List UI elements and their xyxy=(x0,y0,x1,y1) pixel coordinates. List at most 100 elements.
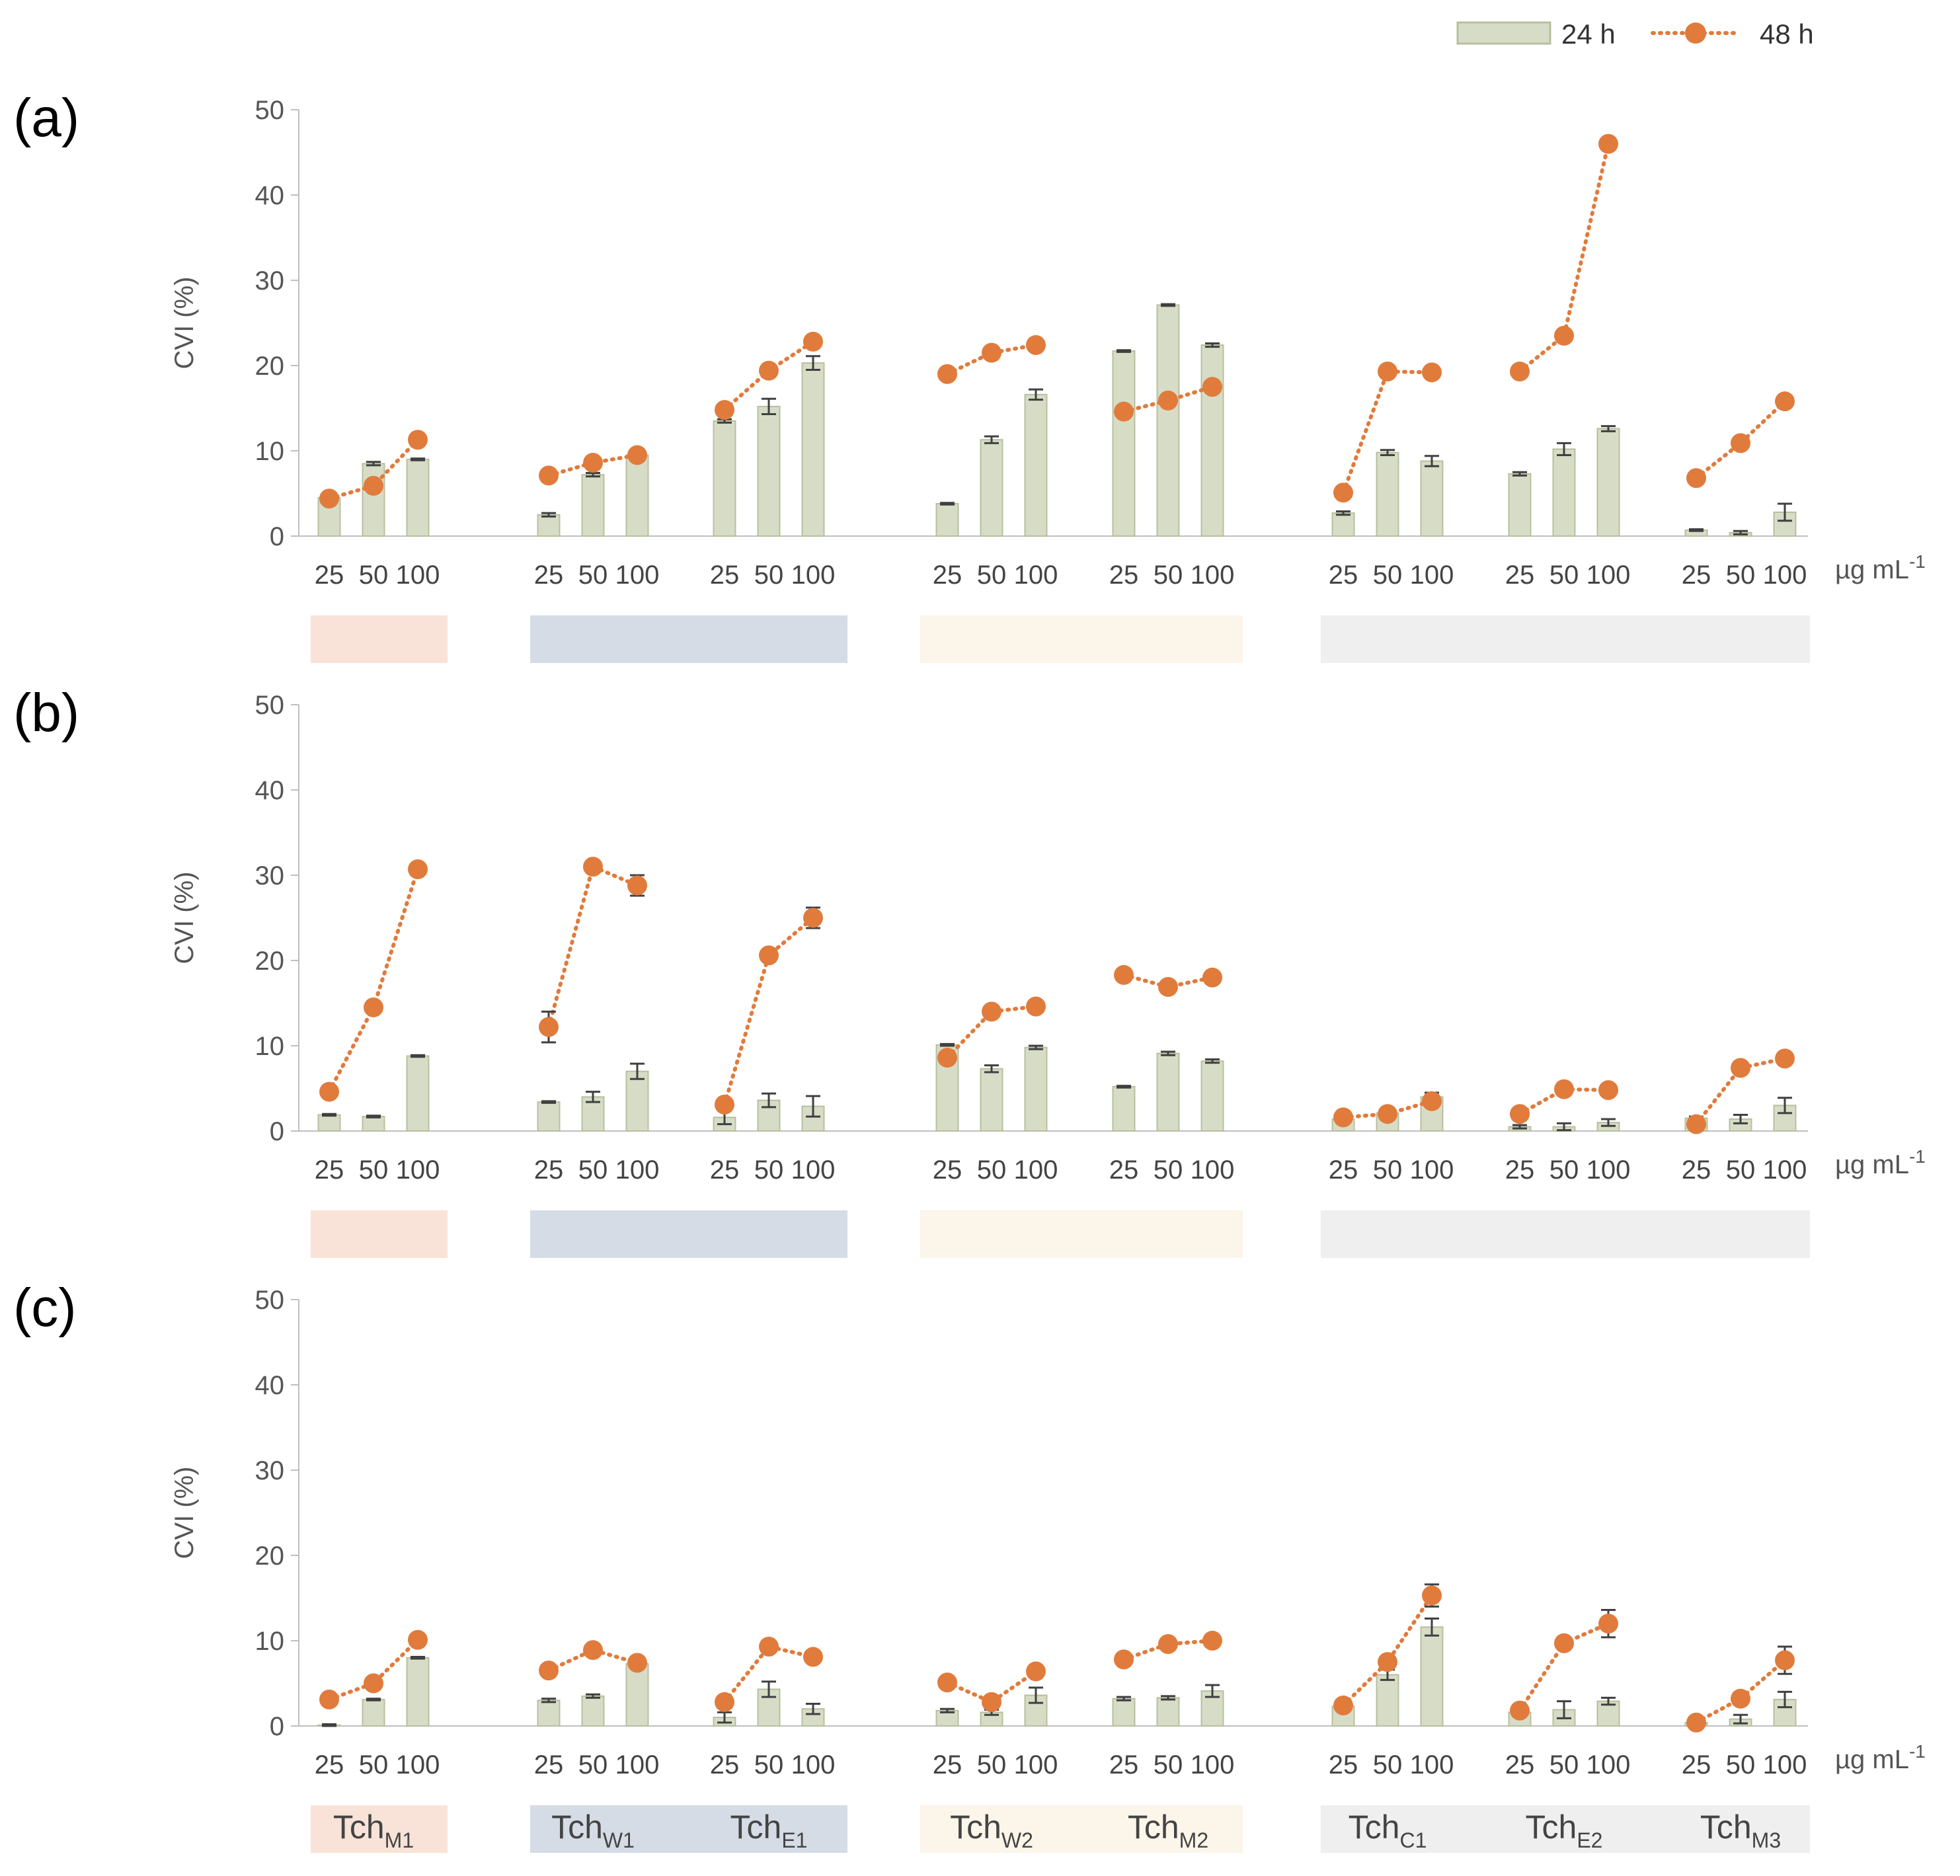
concentration-label: 25 xyxy=(933,1750,962,1779)
concentration-label: 50 xyxy=(1373,1155,1403,1185)
y-tick-label: 30 xyxy=(255,1456,285,1485)
concentration-label: 50 xyxy=(1549,1155,1579,1185)
concentration-label: 100 xyxy=(1191,561,1235,590)
marker-48h xyxy=(408,859,428,879)
concentration-label: 100 xyxy=(396,1155,440,1185)
concentration-label: 50 xyxy=(1154,561,1183,590)
concentration-label: 25 xyxy=(1505,1750,1535,1779)
bar-24h xyxy=(362,463,385,537)
concentration-label: 100 xyxy=(791,561,836,590)
y-tick-label: 40 xyxy=(255,1371,285,1400)
marker-48h xyxy=(759,1637,779,1657)
concentration-label: 100 xyxy=(1014,561,1058,590)
line-48h xyxy=(327,1637,420,1702)
concentration-label: 100 xyxy=(615,1155,660,1185)
concentration-label: 25 xyxy=(933,1155,962,1185)
concentration-label: 100 xyxy=(1191,1155,1235,1185)
concentration-label: 50 xyxy=(1373,561,1403,590)
marker-48h xyxy=(982,1692,1001,1712)
marker-48h xyxy=(1686,1712,1706,1733)
marker-48h xyxy=(759,945,779,966)
strain-band xyxy=(1321,615,1810,663)
bar-24h xyxy=(1508,473,1532,537)
bar-24h xyxy=(1420,1626,1444,1727)
concentration-label: 50 xyxy=(1726,561,1756,590)
concentration-label: 100 xyxy=(1587,1750,1631,1779)
strain-band xyxy=(920,615,1243,663)
concentration-label: 50 xyxy=(754,561,784,590)
concentration-label: 25 xyxy=(710,561,740,590)
strain-band xyxy=(1321,1210,1810,1258)
panel-label: (a) xyxy=(13,88,79,148)
marker-48h xyxy=(1775,1048,1795,1069)
marker-48h xyxy=(1422,1585,1442,1606)
concentration-label: 100 xyxy=(615,1750,660,1779)
concentration-label: 100 xyxy=(1410,1750,1454,1779)
line-48h xyxy=(1341,1593,1434,1708)
bar-24h xyxy=(980,439,1003,537)
y-tick-label: 20 xyxy=(255,1542,285,1571)
panel-label: (b) xyxy=(13,683,79,743)
marker-48h xyxy=(1422,1091,1442,1111)
concentration-label: 25 xyxy=(534,561,564,590)
legend-swatch-48h-marker xyxy=(1685,22,1706,44)
concentration-label: 100 xyxy=(1763,561,1807,590)
strain-band xyxy=(311,1210,448,1258)
bar-24h xyxy=(537,1700,561,1727)
y-tick-label: 0 xyxy=(270,1117,284,1146)
concentration-label: 25 xyxy=(1682,561,1711,590)
concentration-label: 50 xyxy=(578,561,608,590)
concentration-label: 50 xyxy=(977,1155,1007,1185)
marker-48h xyxy=(1775,1650,1795,1670)
bar-24h xyxy=(1376,451,1399,537)
concentration-label: 25 xyxy=(1505,561,1535,590)
bar-24h xyxy=(406,1055,430,1132)
strain-band xyxy=(530,1210,847,1258)
legend: 24 h 48 h xyxy=(1456,19,1814,50)
marker-48h xyxy=(1114,964,1134,985)
concentration-label: 50 xyxy=(578,1155,608,1185)
concentration-label: 50 xyxy=(359,561,389,590)
concentration-label: 100 xyxy=(1014,1750,1058,1779)
concentration-label: 25 xyxy=(1505,1155,1535,1185)
bar-24h xyxy=(757,405,781,537)
marker-48h xyxy=(1686,468,1706,489)
marker-48h xyxy=(1731,433,1750,453)
bar-24h xyxy=(1331,512,1355,537)
marker-48h xyxy=(1554,1633,1574,1653)
marker-48h xyxy=(1202,377,1222,397)
bar-24h xyxy=(1552,448,1576,537)
concentration-label: 50 xyxy=(578,1750,608,1779)
concentration-label: 25 xyxy=(1109,561,1139,590)
bar-24h xyxy=(406,458,430,537)
y-tick-label: 20 xyxy=(255,947,285,976)
y-tick-label: 10 xyxy=(255,1627,285,1656)
bar-24h xyxy=(1200,1060,1224,1132)
strain-band xyxy=(1321,1805,1810,1853)
concentration-label: 100 xyxy=(396,561,440,590)
bar-24h xyxy=(1112,1698,1136,1727)
marker-48h xyxy=(1202,1631,1222,1651)
bar-24h xyxy=(1200,344,1224,537)
concentration-label: 100 xyxy=(1587,561,1631,590)
concentration-label: 50 xyxy=(754,1155,784,1185)
marker-48h xyxy=(364,1673,383,1694)
y-tick-label: 50 xyxy=(255,1286,285,1315)
bar-24h xyxy=(625,1662,649,1727)
y-tick-label: 50 xyxy=(255,691,285,720)
marker-48h xyxy=(408,430,428,450)
concentration-label: 50 xyxy=(1726,1750,1756,1779)
concentration-label: 50 xyxy=(1154,1750,1183,1779)
bar-24h xyxy=(1376,1674,1399,1727)
x-unit-label: µg mL-1 xyxy=(1835,1146,1926,1179)
marker-48h xyxy=(715,1692,734,1712)
marker-48h xyxy=(1554,1079,1574,1099)
marker-48h xyxy=(1378,362,1397,382)
marker-48h xyxy=(627,1653,647,1673)
concentration-label: 100 xyxy=(1763,1155,1807,1185)
bar-24h xyxy=(362,1116,385,1132)
strain-label: TchM1 xyxy=(333,1809,414,1852)
